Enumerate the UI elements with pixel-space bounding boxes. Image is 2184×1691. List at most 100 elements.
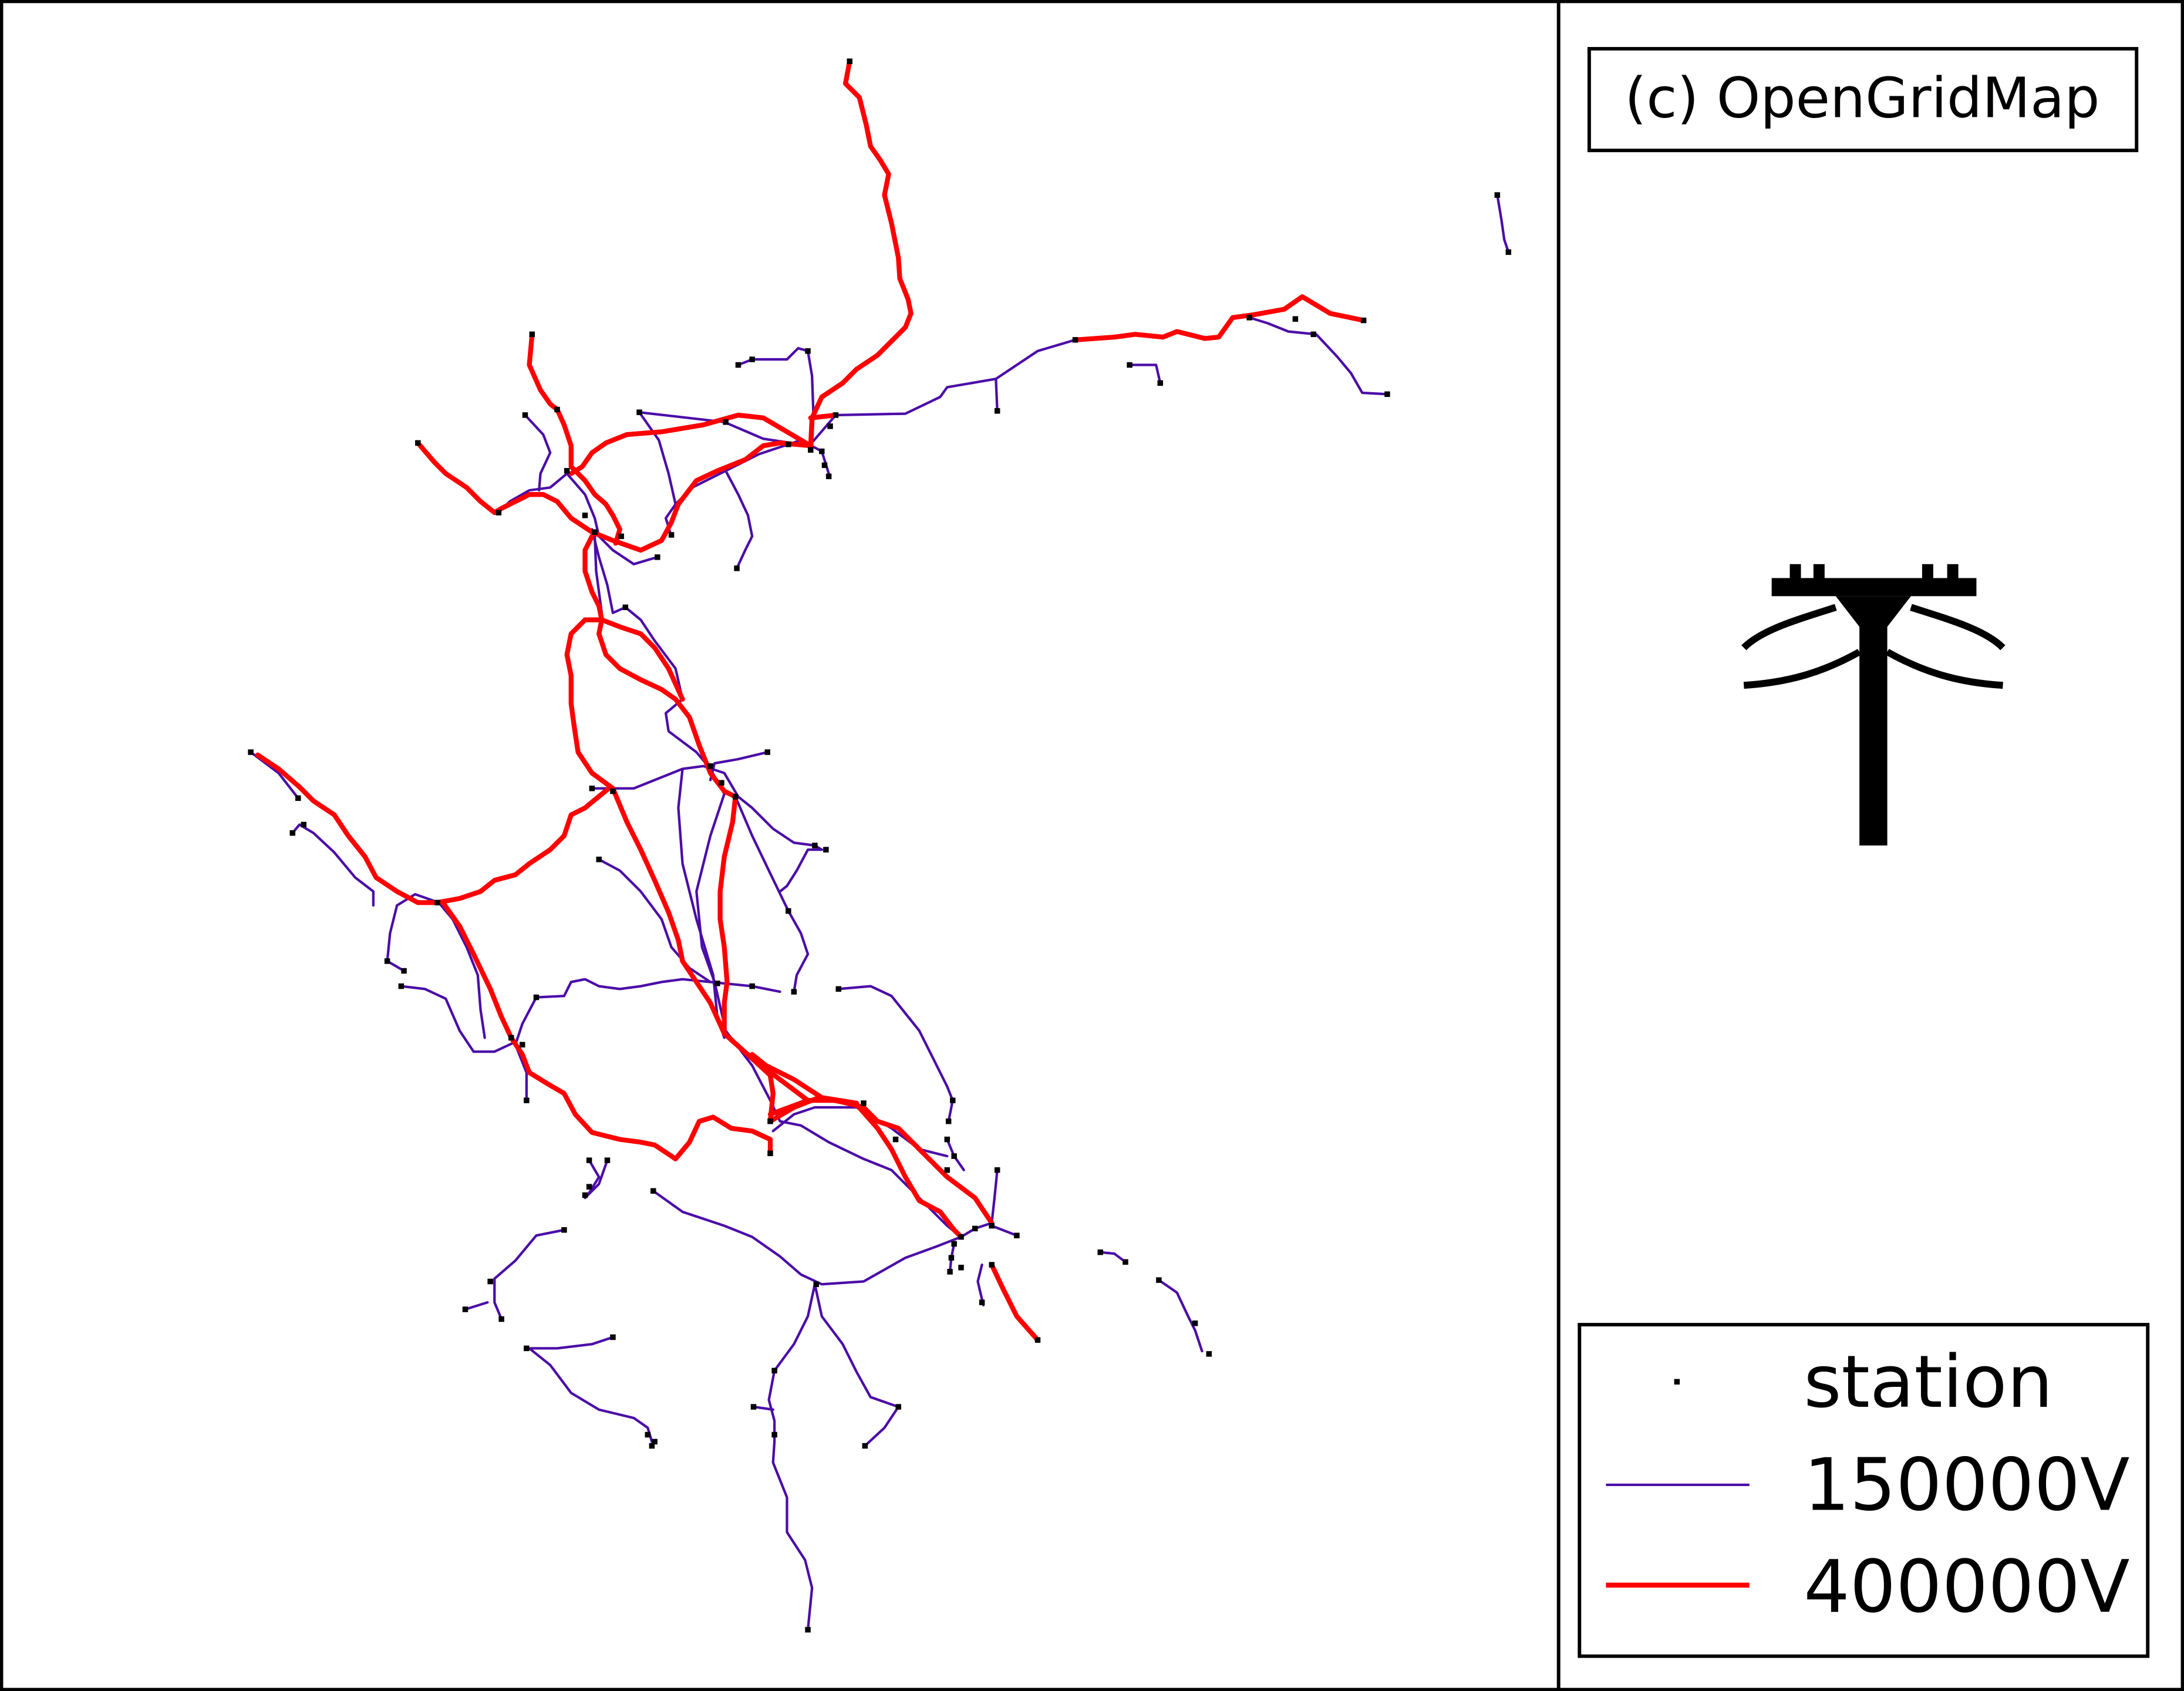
station-marker — [384, 958, 390, 964]
station-marker — [1034, 1337, 1041, 1343]
station-marker — [554, 406, 560, 413]
station-marker — [786, 442, 791, 447]
station-marker — [1157, 380, 1163, 386]
station-marker — [994, 408, 1000, 414]
line-150kv — [737, 346, 815, 447]
station-marker — [958, 1234, 964, 1240]
station-marker — [561, 1227, 567, 1233]
station-marker — [823, 847, 829, 853]
station-marker — [604, 1157, 611, 1163]
station-marker — [610, 788, 616, 794]
station-marker — [723, 419, 729, 425]
station-marker — [649, 1443, 655, 1449]
legend: station 150000V 400000V — [1578, 1323, 2150, 1658]
station-marker — [524, 1097, 530, 1103]
station-marker — [668, 532, 675, 538]
station-marker — [589, 785, 595, 791]
station-marker — [498, 1316, 504, 1322]
station-marker — [749, 983, 755, 989]
station-marker — [764, 749, 770, 755]
station-marker — [944, 1167, 951, 1173]
station-marker — [487, 1278, 493, 1285]
line-150kv — [591, 764, 823, 851]
station-marker — [652, 1439, 658, 1445]
line-150kv — [813, 1283, 900, 1409]
station-marker — [415, 440, 421, 446]
station-marker — [645, 1431, 651, 1438]
station-marker — [767, 1150, 773, 1157]
lines-400kv — [255, 59, 1366, 1343]
station-marker — [895, 1404, 901, 1410]
station-marker — [714, 981, 720, 986]
station-marker — [1097, 1249, 1103, 1255]
station-marker — [533, 994, 540, 1001]
station-marker — [1014, 1232, 1020, 1238]
line-400kv — [722, 1031, 995, 1226]
station-marker — [586, 1184, 592, 1190]
line-400kv — [989, 1262, 1040, 1343]
station-marker — [813, 1281, 820, 1288]
station-marker — [582, 1192, 588, 1198]
line-400kv — [808, 412, 838, 420]
station-marker — [892, 1136, 899, 1143]
station-marker — [401, 968, 407, 974]
station-marker — [289, 830, 296, 836]
station-marker — [719, 780, 724, 786]
station-marker — [771, 1367, 777, 1374]
line-150kv — [808, 338, 1077, 447]
line-150kv — [1248, 316, 1389, 396]
station-marker — [1192, 1320, 1198, 1326]
station-marker — [248, 749, 254, 755]
station-marker — [1360, 317, 1367, 324]
credit-text: (c) OpenGridMap — [1624, 66, 2099, 130]
line-150kv — [565, 472, 659, 565]
station-marker — [847, 58, 852, 65]
station-marker — [592, 529, 598, 535]
station-marker — [1384, 391, 1390, 398]
station-marker — [979, 1299, 985, 1305]
station-marker — [786, 908, 791, 914]
station-marker — [944, 1136, 951, 1143]
station-marker — [586, 1157, 592, 1163]
station-marker — [707, 763, 713, 769]
line-150kv — [976, 1263, 985, 1307]
station-marker — [861, 1100, 867, 1106]
station-marker — [529, 331, 535, 338]
station-marker — [862, 1443, 868, 1449]
legend-label-400kv: 400000V — [1804, 1545, 2129, 1629]
station-marker — [951, 1153, 957, 1159]
station-marker — [524, 1345, 530, 1352]
line-150kv — [1099, 1251, 1127, 1264]
line-150kv — [709, 750, 769, 782]
station-marker — [750, 1404, 757, 1410]
station-marker — [650, 1188, 656, 1194]
station-marker — [989, 1262, 995, 1268]
line-150kv — [864, 1405, 900, 1447]
station-marker — [989, 1222, 995, 1229]
station-marker — [496, 510, 502, 516]
line-400kv — [415, 440, 813, 553]
station-marker — [1156, 1277, 1162, 1283]
line-400kv — [582, 534, 738, 1033]
legend-label-150kv: 150000V — [1804, 1443, 2129, 1528]
line-150kv — [524, 413, 552, 492]
station-marker — [791, 989, 797, 995]
station-marker — [734, 565, 740, 571]
station-marker — [462, 1306, 469, 1312]
station-marker — [1206, 1351, 1212, 1357]
station-marker — [582, 513, 588, 518]
station-marker — [301, 821, 307, 828]
station-marker — [622, 604, 629, 611]
line-150kv — [990, 1224, 1019, 1237]
station-marker — [636, 409, 642, 415]
legend-station-marker — [1674, 1379, 1680, 1385]
line-400kv — [767, 1097, 811, 1117]
station-marker — [1072, 337, 1078, 343]
station-marker — [835, 986, 841, 992]
station-marker — [805, 1626, 811, 1633]
station-marker — [522, 412, 528, 418]
station-marker — [958, 1265, 964, 1271]
line-400kv — [599, 617, 685, 702]
legend-label-station: station — [1804, 1340, 2053, 1424]
